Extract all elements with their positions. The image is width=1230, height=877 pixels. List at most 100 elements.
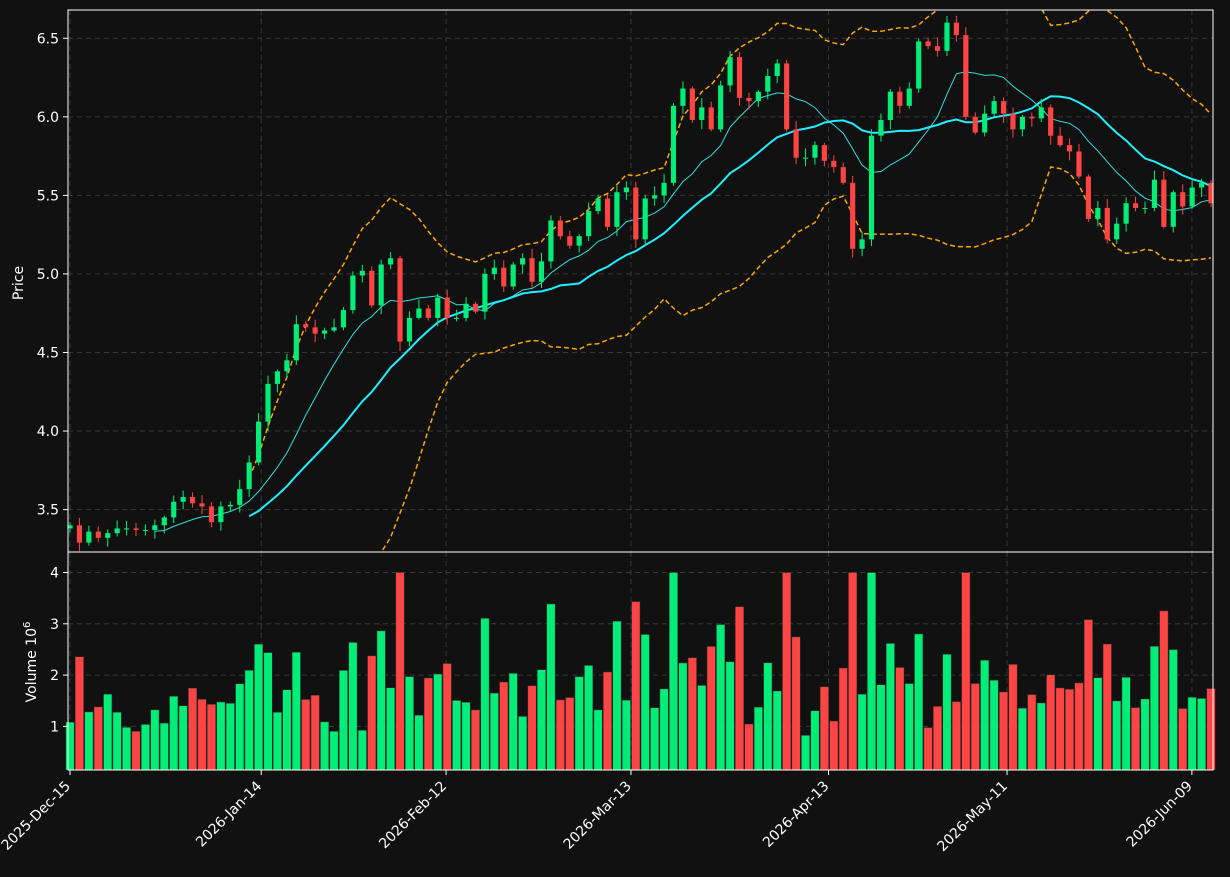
candle-body	[953, 22, 959, 36]
volume-bar	[433, 673, 443, 771]
volume-bar	[631, 601, 641, 771]
candle	[538, 252, 545, 289]
candle-body	[1198, 182, 1205, 188]
candle	[567, 230, 573, 249]
volume-bar	[414, 715, 424, 771]
candle-body	[746, 97, 752, 102]
candle	[1085, 174, 1091, 222]
volume-axis-label-text: Volume	[24, 650, 40, 702]
candle	[510, 262, 516, 290]
price-grid	[68, 10, 1213, 552]
candle	[388, 252, 394, 270]
candle	[548, 215, 554, 269]
candle	[925, 37, 931, 50]
candle	[463, 297, 469, 322]
candle-body	[699, 107, 705, 120]
volume-bar	[320, 721, 330, 771]
moving-average-slow-line	[248, 95, 1212, 518]
volume-bar	[376, 630, 386, 771]
candle	[246, 455, 252, 497]
candle	[312, 319, 318, 342]
candle	[284, 353, 290, 378]
volume-bar	[782, 572, 792, 771]
volume-bar	[791, 636, 801, 771]
candle-body	[727, 57, 733, 86]
candle-body	[897, 91, 903, 106]
candle	[67, 522, 73, 533]
candle-body	[906, 88, 912, 106]
candle	[1076, 143, 1082, 179]
volume-bar	[810, 710, 820, 771]
candle-body	[520, 258, 526, 265]
volume-bar	[291, 652, 301, 771]
candle-body	[765, 75, 771, 92]
candle-body	[95, 531, 101, 538]
volume-bar	[772, 690, 782, 771]
candle	[482, 268, 488, 320]
candlesticks	[67, 15, 1214, 551]
volume-bar	[225, 703, 235, 771]
volume-bar	[93, 706, 103, 771]
candle	[1038, 98, 1044, 123]
candle-body	[331, 327, 337, 331]
candle-body	[256, 421, 262, 463]
volume-bar	[970, 683, 980, 771]
volume-bar	[112, 712, 122, 771]
candle-body	[142, 530, 149, 532]
price-panel	[67, 10, 1214, 552]
candle-body	[821, 145, 827, 161]
candle	[1010, 107, 1016, 138]
candle	[699, 98, 705, 130]
candle	[350, 271, 356, 314]
volume-bar	[518, 716, 528, 771]
candle	[161, 515, 167, 534]
candle	[1161, 170, 1167, 229]
candle-body	[614, 192, 620, 227]
candle	[897, 86, 903, 114]
volume-bar	[131, 731, 141, 771]
candle-body	[274, 371, 281, 384]
candle-body	[199, 503, 205, 507]
candle	[661, 173, 667, 203]
volume-bar	[216, 701, 226, 771]
candle-body	[963, 35, 969, 117]
price-tick-label: 6.5	[37, 31, 59, 47]
candle-body	[802, 157, 809, 159]
candle-body	[708, 107, 714, 130]
candle	[1048, 104, 1054, 145]
volume-bar	[386, 687, 396, 771]
candle	[114, 520, 120, 537]
volume-bar	[169, 696, 179, 771]
candle	[397, 255, 403, 351]
volume-bar	[537, 669, 546, 771]
candle-body	[944, 22, 950, 51]
candle	[991, 95, 997, 117]
candle-body	[1095, 207, 1101, 219]
candle-body	[133, 528, 139, 531]
volume-axis-label: Volume 106	[22, 622, 40, 703]
volume-bar	[188, 687, 198, 771]
candle-body	[472, 303, 479, 312]
candle-body	[1132, 203, 1139, 208]
volume-bar	[74, 656, 84, 771]
candle	[293, 315, 299, 365]
candle-body	[171, 501, 177, 518]
candle-body	[510, 264, 516, 287]
candle-body	[227, 504, 233, 507]
candle	[303, 320, 309, 333]
candle-body	[576, 236, 582, 246]
candle-body	[303, 324, 309, 328]
candle	[727, 50, 733, 93]
candle-body	[538, 261, 545, 282]
volume-bar	[763, 662, 773, 771]
candle-body	[831, 160, 837, 168]
candle-body	[982, 113, 988, 133]
volume-bar	[716, 624, 726, 771]
candle-body	[454, 317, 460, 319]
candle	[208, 502, 215, 528]
candle-body	[925, 41, 931, 47]
candle	[972, 112, 978, 135]
price-tick-label: 4.5	[37, 345, 59, 361]
price-axis-label: Price	[11, 266, 27, 300]
candle	[859, 231, 865, 257]
